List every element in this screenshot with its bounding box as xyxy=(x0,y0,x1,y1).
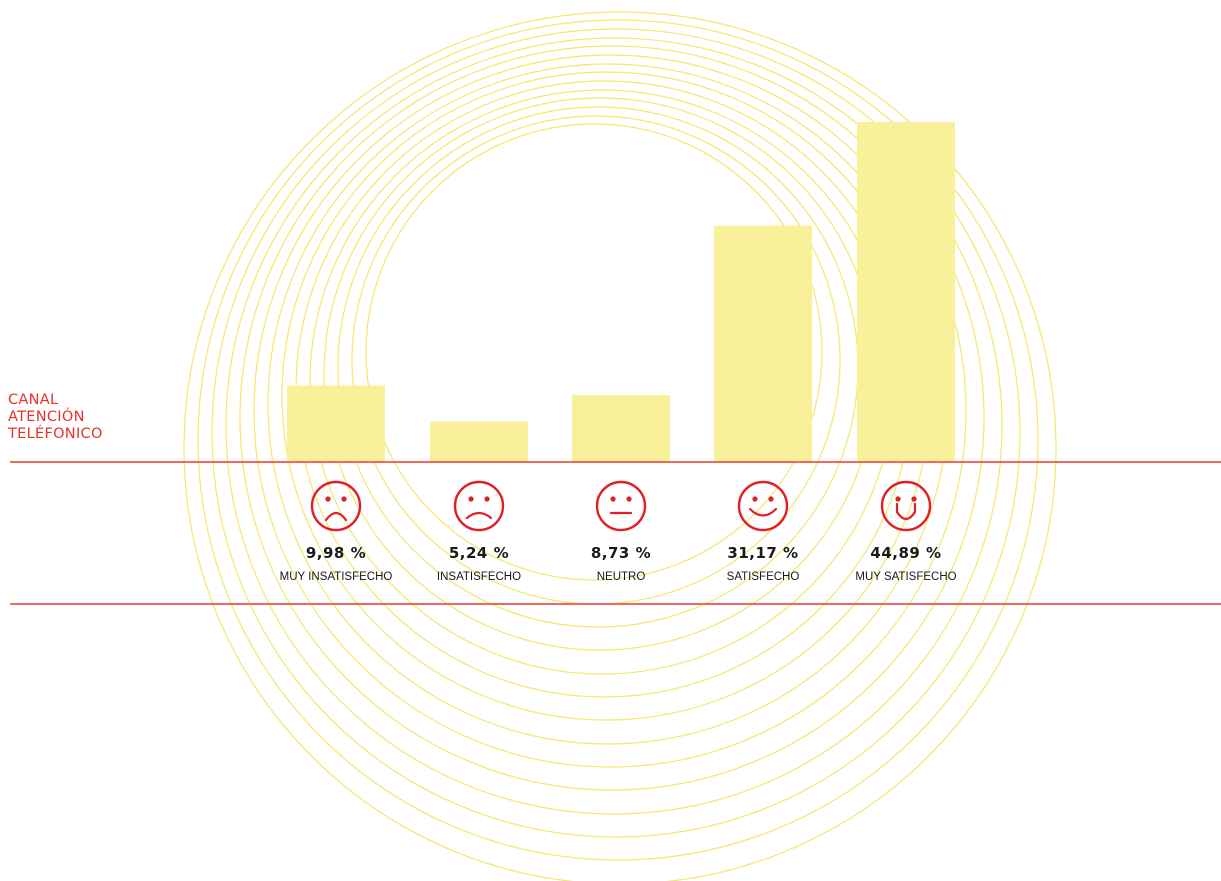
ring-4 xyxy=(225,37,1003,815)
bars-group xyxy=(287,122,955,461)
value-label-3: 8,73 % xyxy=(591,544,651,562)
category-label-2: INSATISFECHO xyxy=(437,571,521,583)
value-label-5: 44,89 % xyxy=(870,544,941,562)
ring-5 xyxy=(239,45,985,791)
bar-2 xyxy=(430,421,528,461)
category-label-5: MUY SATISFECHO xyxy=(855,571,956,583)
value-label-2: 5,24 % xyxy=(449,544,509,562)
labels-group: 9,98 % MUY INSATISFECHO 5,24 % INSATISFECHO… xyxy=(280,544,957,583)
bar-4 xyxy=(714,225,812,461)
bar-5 xyxy=(857,122,955,461)
very-sad-face-icon xyxy=(310,480,362,532)
ring-1 xyxy=(183,11,1057,881)
value-label-4: 31,17 % xyxy=(727,544,798,562)
channel-title-line-2: ATENCIÓN xyxy=(8,409,85,425)
ring-3 xyxy=(211,28,1021,838)
happy-face-icon xyxy=(737,480,789,532)
category-label-4: SATISFECHO xyxy=(727,571,800,583)
ring-6 xyxy=(253,54,967,768)
channel-title-line-3: TELÉFONICO xyxy=(8,426,103,442)
value-label-1: 9,98 % xyxy=(306,544,366,562)
category-label-1: MUY INSATISFECHO xyxy=(280,571,393,583)
ring-2 xyxy=(197,19,1039,861)
very-happy-face-icon xyxy=(880,480,932,532)
sad-face-icon xyxy=(453,480,505,532)
bar-3 xyxy=(572,395,670,461)
faces-group xyxy=(310,480,932,532)
ring-14 xyxy=(365,123,823,581)
channel-title: CANAL ATENCIÓN TELÉFONICO xyxy=(8,392,103,443)
channel-title-line-1: CANAL xyxy=(8,392,59,408)
neutral-face-icon xyxy=(595,480,647,532)
bar-1 xyxy=(287,385,385,461)
category-label-3: NEUTRO xyxy=(597,571,646,583)
